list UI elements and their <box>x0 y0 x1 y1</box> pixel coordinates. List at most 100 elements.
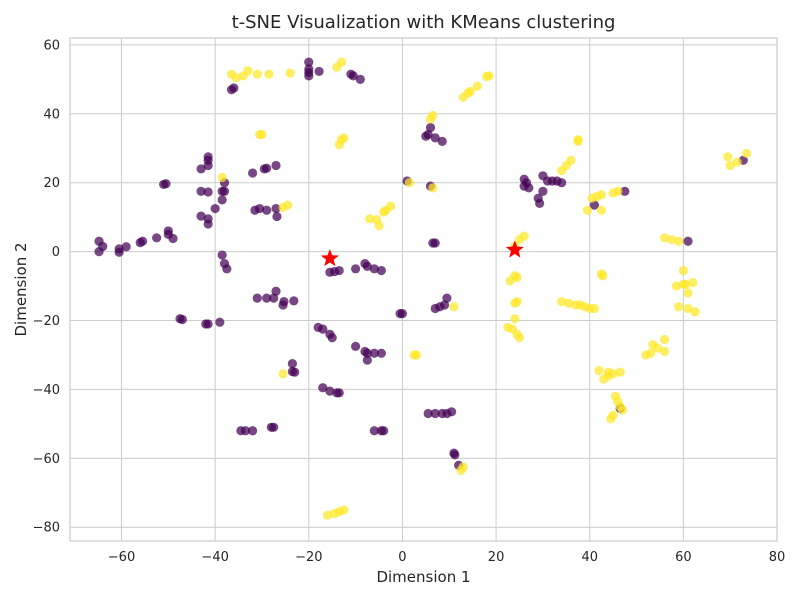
scatter-point-cluster-0 <box>683 236 693 246</box>
scatter-point-cluster-0 <box>314 66 324 77</box>
x-tick-label: −40 <box>201 550 228 565</box>
scatter-point-cluster-1 <box>264 69 274 79</box>
scatter-point-cluster-0 <box>279 296 289 307</box>
y-tick-label: 20 <box>43 176 60 191</box>
scatter-point-cluster-0 <box>304 57 314 67</box>
scatter-point-cluster-0 <box>215 317 225 327</box>
grid-lines <box>70 38 778 541</box>
scatter-point-cluster-1 <box>596 205 607 215</box>
scatter-point-cluster-1 <box>660 233 670 243</box>
scatter-point-cluster-1 <box>514 333 525 343</box>
scatter-point-cluster-0 <box>196 164 206 174</box>
scatter-point-cluster-0 <box>287 358 298 369</box>
scatter-point-cluster-0 <box>369 348 379 358</box>
scatter-point-cluster-0 <box>334 388 344 398</box>
scatter-point-cluster-1 <box>512 272 522 283</box>
scatter-point-cluster-1 <box>608 369 618 379</box>
scatter-point-cluster-0 <box>248 426 258 436</box>
scatter-point-cluster-1 <box>404 178 415 188</box>
scatter-point-cluster-0 <box>203 160 213 171</box>
x-tick-label: 0 <box>398 550 406 565</box>
scatter-point-cluster-1 <box>589 303 599 314</box>
scatter-point-cluster-1 <box>339 133 349 143</box>
scatter-point-cluster-1 <box>257 129 267 140</box>
scatter-point-cluster-0 <box>203 319 213 329</box>
x-tick-label: 80 <box>769 550 786 565</box>
y-tick-label: −80 <box>33 521 60 536</box>
scatter-point-cluster-0 <box>271 160 281 171</box>
scatter-point-cluster-0 <box>327 333 337 343</box>
scatter-point-cluster-0 <box>222 264 232 274</box>
scatter-point-cluster-1 <box>322 510 333 520</box>
centroid-star-marker <box>320 248 339 267</box>
y-axis-label: Dimension 2 <box>12 242 30 336</box>
scatter-point-cluster-1 <box>449 302 459 312</box>
scatter-point-cluster-0 <box>210 203 220 214</box>
scatter-point-cluster-0 <box>152 233 162 243</box>
scatter-point-cluster-0 <box>318 383 328 393</box>
scatter-point-cluster-0 <box>348 71 358 81</box>
scatter-point-cluster-1 <box>458 462 468 472</box>
scatter-point-cluster-1 <box>674 236 684 246</box>
scatter-point-cluster-0 <box>362 348 372 358</box>
scatter-point-cluster-0 <box>376 265 386 276</box>
scatter-point-cluster-0 <box>168 233 178 244</box>
scatter-point-cluster-1 <box>598 271 608 281</box>
scatter-point-cluster-0 <box>376 348 386 358</box>
scatter-point-cluster-1 <box>594 365 604 376</box>
scatter-point-cluster-0 <box>94 247 104 257</box>
scatter-point-cluster-0 <box>351 264 361 274</box>
scatter-point-cluster-0 <box>196 211 206 221</box>
scatter-point-cluster-0 <box>524 183 534 193</box>
scatter-point-cluster-1 <box>732 157 742 167</box>
y-tick-label: 60 <box>43 38 60 53</box>
scatter-point-cluster-1 <box>386 201 396 211</box>
scatter-point-cluster-1 <box>678 265 688 276</box>
scatter-point-cluster-1 <box>683 303 693 314</box>
scatter-point-cluster-0 <box>248 168 258 178</box>
scatter-point-cluster-1 <box>674 302 684 312</box>
scatter-point-cluster-0 <box>289 296 299 306</box>
scatter-point-cluster-0 <box>203 219 213 229</box>
scatter-point-cluster-1 <box>365 214 375 224</box>
scatter-point-cluster-0 <box>114 247 124 257</box>
scatter-point-cluster-1 <box>671 281 681 291</box>
scatter-point-cluster-0 <box>269 422 279 432</box>
scatter-point-cluster-0 <box>304 71 314 81</box>
scatter-point-cluster-0 <box>362 261 372 272</box>
scatter-point-cluster-1 <box>510 314 520 324</box>
scatter-point-cluster-1 <box>690 307 700 317</box>
scatter-point-cluster-0 <box>217 195 227 205</box>
scatter-point-cluster-0 <box>379 426 389 436</box>
chart-title: t-SNE Visualization with KMeans clusteri… <box>232 12 616 33</box>
scatter-point-cluster-0 <box>290 367 300 377</box>
scatter-point-cluster-1 <box>688 278 698 288</box>
scatter-point-cluster-1 <box>566 155 576 165</box>
scatter-point-cluster-0 <box>255 203 265 214</box>
scatter-point-cluster-0 <box>196 186 206 196</box>
scatter-point-cluster-1 <box>231 73 241 83</box>
scatter-point-cluster-0 <box>397 309 408 319</box>
scatter-point-cluster-1 <box>510 298 520 308</box>
scatter-point-cluster-1 <box>573 135 583 145</box>
scatter-point-cluster-1 <box>660 334 670 345</box>
scatter-point-cluster-0 <box>177 314 187 325</box>
scatter-point-cluster-0 <box>423 408 433 419</box>
scatter-point-cluster-0 <box>557 178 567 188</box>
scatter-point-cluster-1 <box>617 405 628 415</box>
scatter-point-cluster-1 <box>339 505 349 515</box>
scatter-point-cluster-1 <box>428 110 438 121</box>
scatter-point-cluster-0 <box>217 250 227 260</box>
scatter-point-cluster-1 <box>278 369 288 379</box>
scatter-point-cluster-1 <box>519 231 529 241</box>
scatter-point-cluster-0 <box>252 293 262 303</box>
scatter-point-cluster-0 <box>446 407 457 417</box>
scatter-point-cluster-1 <box>484 71 494 81</box>
x-tick-label: −60 <box>108 550 135 565</box>
scatter-point-cluster-1 <box>428 183 438 193</box>
scatter-point-cluster-0 <box>430 133 440 143</box>
scatter-point-cluster-1 <box>667 234 677 245</box>
scatter-point-cluster-0 <box>219 186 230 196</box>
scatter-point-cluster-0 <box>450 450 460 460</box>
